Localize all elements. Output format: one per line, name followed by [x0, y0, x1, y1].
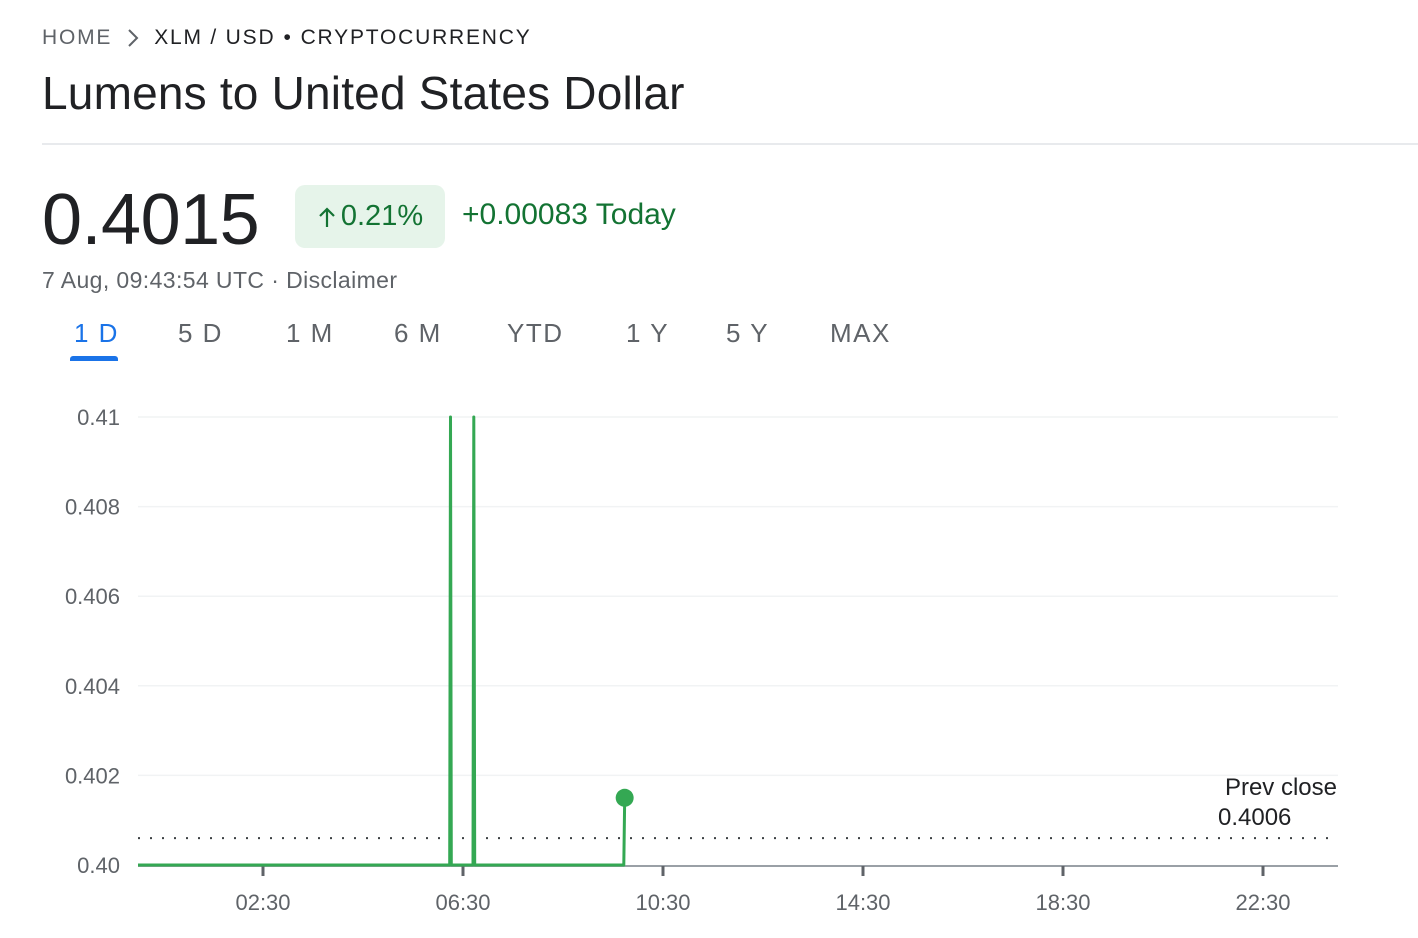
x-tick-label: 22:30: [1235, 890, 1290, 915]
tab-5y[interactable]: 5 Y: [726, 318, 770, 348]
tab-max[interactable]: MAX: [830, 318, 891, 348]
change-absolute: +0.00083 Today: [462, 198, 676, 231]
y-tick-label: 0.40: [77, 853, 120, 878]
tab-5d[interactable]: 5 D: [178, 318, 223, 348]
x-tick-label: 02:30: [235, 890, 290, 915]
tab-1d[interactable]: 1 D: [74, 318, 119, 348]
price-chart[interactable]: 0.40 0.402 0.404 0.406 0.408 0.41 02:30 06:30 1…: [0, 380, 1418, 930]
active-tab-indicator: [70, 356, 118, 361]
tab-6m[interactable]: 6 M: [394, 318, 442, 348]
x-tick-label: 10:30: [635, 890, 690, 915]
breadcrumb-separator: •: [283, 26, 293, 49]
breadcrumb-type: CRYPTOCURRENCY: [300, 26, 532, 49]
change-percent: 0.21%: [340, 200, 424, 232]
breadcrumb: HOME XLM / USD • CRYPTOCURRENCY: [42, 26, 532, 50]
current-price: 0.4015: [42, 180, 260, 260]
quote-timestamp: 7 Aug, 09:43:54 UTC: [42, 267, 265, 293]
page-title: Lumens to United States Dollar: [42, 67, 685, 119]
y-tick-label: 0.402: [65, 763, 120, 788]
current-price-marker[interactable]: [615, 788, 634, 807]
quote-timestamp-row: 7 Aug, 09:43:54 UTC · Disclaimer: [42, 267, 397, 294]
chart-gridlines: [138, 416, 1338, 777]
x-axis: 02:30 06:30 10:30 14:30 18:30 22:30: [138, 865, 1338, 915]
tab-1y[interactable]: 1 Y: [626, 318, 670, 348]
prev-close-value: 0.4006: [1218, 804, 1291, 831]
tab-ytd[interactable]: YTD: [507, 318, 564, 348]
x-tick-label: 18:30: [1035, 890, 1090, 915]
y-tick-label: 0.41: [77, 405, 120, 430]
prev-close-reference: Prev close 0.4006: [138, 774, 1337, 840]
y-axis-labels: 0.40 0.402 0.404 0.406 0.408 0.41: [65, 405, 120, 878]
prev-close-label: Prev close: [1225, 774, 1337, 801]
y-tick-label: 0.408: [65, 495, 120, 520]
x-tick-label: 14:30: [835, 890, 890, 915]
disclaimer-link[interactable]: Disclaimer: [286, 267, 398, 293]
arrow-up-icon: [319, 206, 335, 227]
price-series: [138, 415, 634, 867]
chevron-right-icon: [126, 28, 140, 48]
price-line: [138, 415, 627, 867]
x-tick-label: 06:30: [435, 890, 490, 915]
y-tick-label: 0.404: [65, 674, 120, 699]
timestamp-separator: ·: [271, 267, 280, 293]
tab-1m[interactable]: 1 M: [286, 318, 334, 348]
breadcrumb-home-link[interactable]: HOME: [42, 26, 113, 49]
y-tick-label: 0.406: [65, 584, 120, 609]
header-divider: [42, 143, 1418, 145]
range-tabs: 1 D 5 D 1 M 6 M YTD 1 Y 5 Y MAX: [0, 318, 1000, 364]
change-percent-badge: 0.21%: [295, 185, 445, 248]
breadcrumb-pair: XLM / USD: [154, 26, 276, 49]
